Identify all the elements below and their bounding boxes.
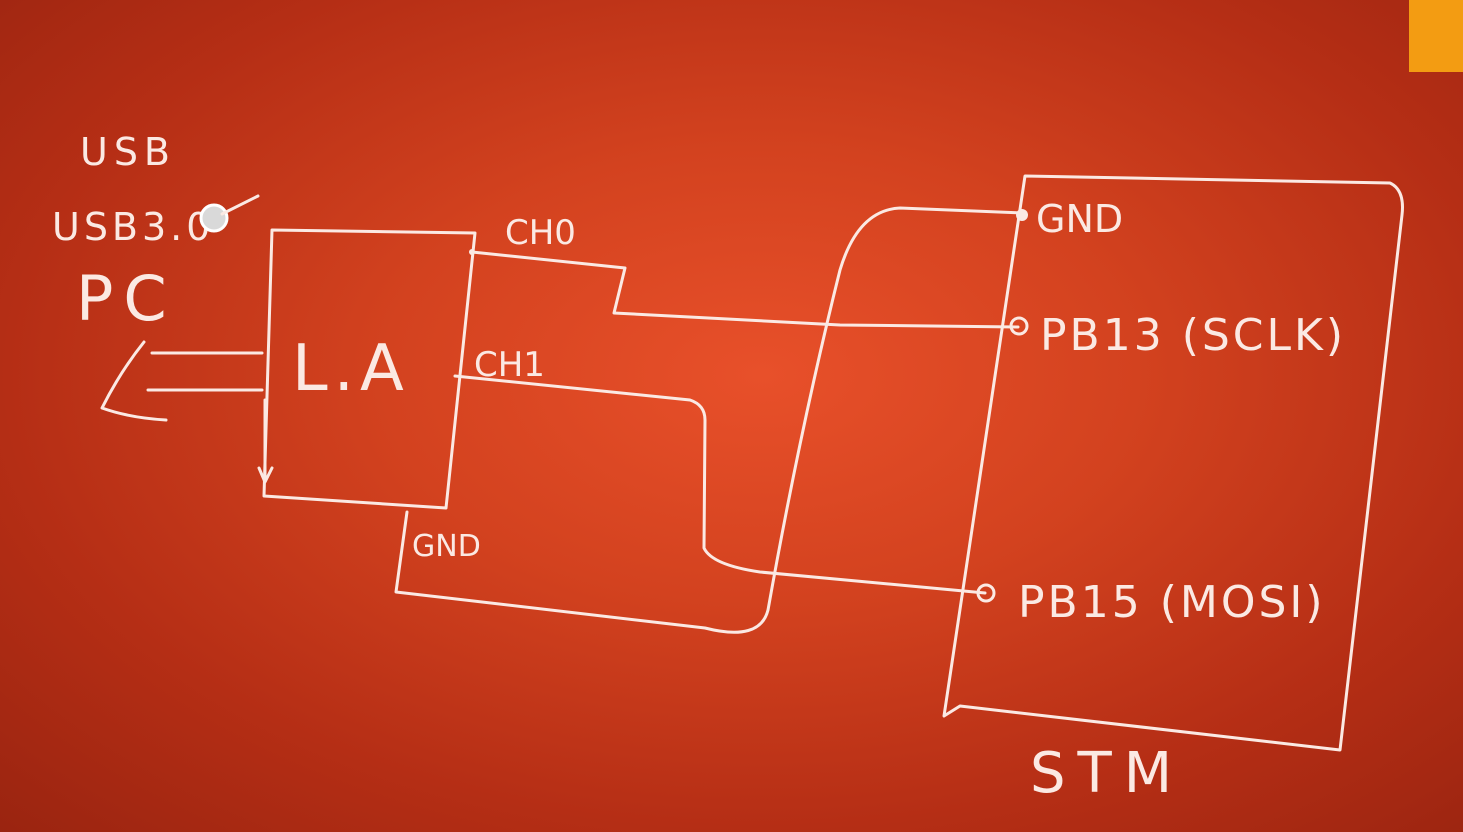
stm-board xyxy=(942,174,1404,752)
usb-arrow xyxy=(100,340,264,422)
usb-connector-dot xyxy=(199,194,260,233)
accent-square xyxy=(1409,0,1463,72)
logic-analyzer-label: L.A xyxy=(292,332,410,406)
stm-gnd-label: GND xyxy=(1036,197,1123,241)
logic-analyzer-box xyxy=(262,228,477,510)
la-side-arrow xyxy=(257,398,274,484)
pc-label: PC xyxy=(76,262,177,335)
stm-pb13-label: PB13 (SCLK) xyxy=(1040,310,1346,361)
usb-version-label: USB3.0 xyxy=(52,205,214,249)
stm-gnd-pin xyxy=(1016,209,1028,221)
usb-label: USB xyxy=(80,130,176,174)
stm-pb15-label: PB15 (MOSI) xyxy=(1018,577,1326,628)
stm-pb15-pin xyxy=(976,583,996,603)
stm-label: STM xyxy=(1030,741,1184,806)
ch0-label: CH0 xyxy=(505,213,576,253)
stm-pb13-pin xyxy=(1009,316,1029,336)
gnd-wire xyxy=(394,206,1024,634)
ch1-wire xyxy=(453,374,987,595)
la-gnd-label: GND xyxy=(412,529,481,564)
ch0-wire xyxy=(470,250,1020,329)
